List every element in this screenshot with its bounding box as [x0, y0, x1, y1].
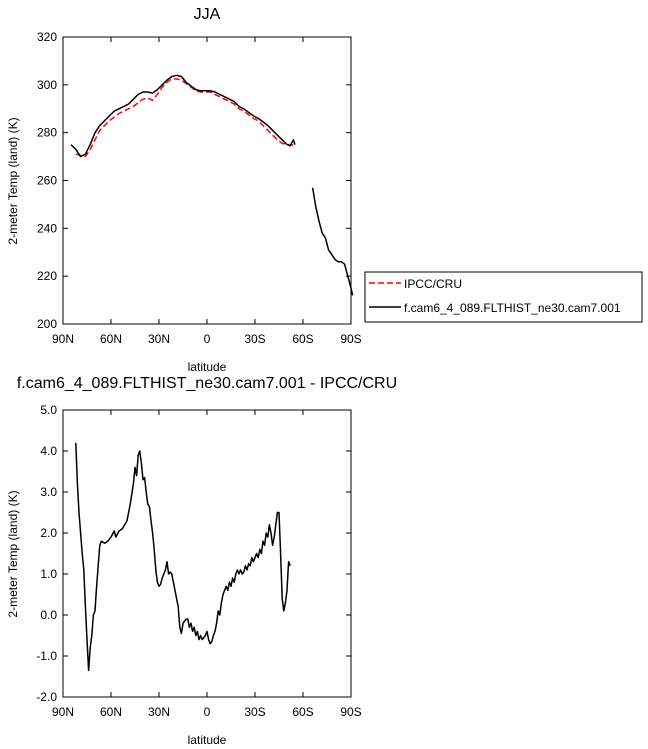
panel-bottom-lines: [75, 442, 291, 672]
y-tick-label: 4.0: [40, 444, 57, 458]
series-line-top-0: [75, 78, 296, 158]
x-tick-label: 30N: [148, 332, 170, 346]
series-line-bottom-0: [75, 442, 291, 672]
y-tick-label: 300: [37, 78, 57, 92]
y-tick-label: 320: [37, 30, 57, 44]
panel-bottom-title: f.cam6_4_089.FLTHIST_ne30.cam7.001 - IPC…: [17, 375, 397, 392]
legend-label-1: f.cam6_4_089.FLTHIST_ne30.cam7.001: [404, 301, 621, 315]
x-tick-label: 60N: [100, 705, 122, 719]
y-tick-label: 200: [37, 317, 57, 331]
panel-top-ticks: 90N 60N 30N 0 30S 60S 90S 200 220 240 260 280 300 320: [37, 30, 362, 346]
y-tick-label: 2.0: [40, 526, 57, 540]
y-tick-label: 1.0: [40, 567, 57, 581]
y-tick-label: -2.0: [36, 690, 57, 704]
y-tick-label: 240: [37, 221, 57, 235]
x-tick-label: 0: [204, 332, 211, 346]
legend-box: [364, 271, 643, 323]
panel-top: JJA 2-meter Temp (land) (K) latitude 90N…: [6, 6, 643, 374]
panel-bottom: f.cam6_4_089.FLTHIST_ne30.cam7.001 - IPC…: [6, 375, 397, 747]
x-tick-label: 90N: [52, 705, 74, 719]
x-tick-label: 60S: [292, 705, 313, 719]
y-tick-label: 220: [37, 269, 57, 283]
panel-top-title: JJA: [194, 6, 221, 23]
panel-bottom-ylabel: 2-meter Temp (land) (K): [6, 490, 20, 617]
x-tick-label: 90S: [340, 705, 361, 719]
x-tick-label: 0: [204, 705, 211, 719]
panel-bottom-xlabel: latitude: [188, 733, 227, 747]
y-tick-label: -1.0: [36, 649, 57, 663]
x-tick-label: 30N: [148, 705, 170, 719]
panel-top-xlabel: latitude: [188, 360, 227, 374]
y-tick-label: 3.0: [40, 485, 57, 499]
y-tick-label: 280: [37, 126, 57, 140]
panel-top-ylabel: 2-meter Temp (land) (K): [6, 117, 20, 244]
legend-label-0: IPCC/CRU: [404, 277, 462, 291]
x-tick-label: 90N: [52, 332, 74, 346]
x-tick-label: 60N: [100, 332, 122, 346]
panel-top-frame: [62, 36, 352, 325]
x-tick-label: 60S: [292, 332, 313, 346]
panel-bottom-frame: [62, 409, 352, 698]
y-tick-label: 0.0: [40, 608, 57, 622]
series-line-top-1-segment-2: [311, 187, 354, 296]
x-tick-label: 90S: [340, 332, 361, 346]
panel-bottom-ticks: 90N 60N 30N 0 30S 60S 90S -2.0 -1.0 0.0 1.0 2.0 3.0 4…: [36, 403, 361, 719]
series-line-top-1: [70, 74, 296, 158]
x-tick-label: 30S: [244, 705, 265, 719]
x-tick-label: 30S: [244, 332, 265, 346]
y-tick-label: 5.0: [40, 403, 57, 417]
y-tick-label: 260: [37, 174, 57, 188]
legend: IPCC/CRU f.cam6_4_089.FLTHIST_ne30.cam7.…: [364, 271, 643, 323]
panel-top-lines: [70, 74, 354, 296]
